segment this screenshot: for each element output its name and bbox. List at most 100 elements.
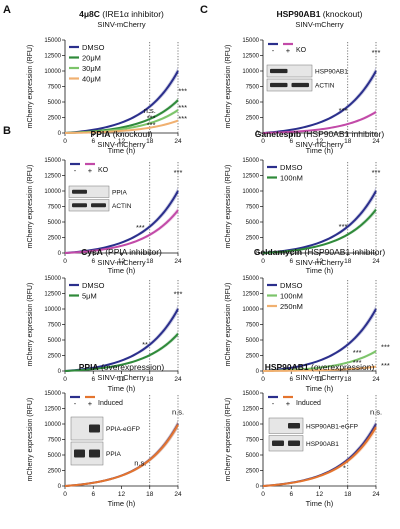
significance-label: *** <box>147 120 156 129</box>
series-band-0 <box>65 304 178 371</box>
blot-label: HSP90AB1-eGFP <box>306 423 358 430</box>
series-line-1 <box>262 208 377 254</box>
x-tick-label: 6 <box>289 138 293 145</box>
chart-subtitle: SINV-mCherry <box>295 373 344 382</box>
legend-label: + <box>88 399 93 408</box>
significance-label: *** <box>339 222 348 231</box>
y-tick-label: 15000 <box>242 158 259 164</box>
blot-band <box>270 82 288 88</box>
significance-label: *** <box>136 223 145 232</box>
y-tick-label: 2500 <box>246 354 260 360</box>
x-axis-label: Time (h) <box>108 499 136 508</box>
x-axis-label: Time (h) <box>306 266 334 275</box>
y-tick-label: 0 <box>256 484 260 490</box>
y-tick-label: 12500 <box>44 54 61 60</box>
chart-c2: Ganetespib (HSP90AB1 inhibitor)SINV-mChe… <box>225 129 384 275</box>
chart-title: HSP90AB1 (knockout) <box>277 9 363 19</box>
y-tick-label: 12500 <box>44 174 61 180</box>
x-axis-label: Time (h) <box>108 384 136 393</box>
blot-band <box>89 424 100 433</box>
y-axis-label: mCherry expression (RFU) <box>225 283 232 367</box>
x-tick-label: 24 <box>174 258 182 265</box>
blot-frame <box>68 199 110 212</box>
x-tick-label: 6 <box>91 491 95 498</box>
significance-label: ** <box>142 340 148 349</box>
chart-subtitle: SINV-mCherry <box>97 373 146 382</box>
blot-label: HSP90AB1 <box>315 69 348 76</box>
x-tick-label: 6 <box>289 376 293 383</box>
blot-label: ACTIN <box>112 203 132 210</box>
y-tick-label: 10000 <box>44 422 61 428</box>
series-band-1 <box>263 423 376 486</box>
y-tick-label: 10000 <box>44 69 61 75</box>
y-axis-label: mCherry expression (RFU) <box>225 45 232 129</box>
y-tick-label: 2500 <box>48 469 62 475</box>
y-tick-label: 7500 <box>246 85 260 91</box>
series-band-0 <box>263 66 376 133</box>
chart-subtitle: SINV-mCherry <box>295 140 344 149</box>
y-tick-label: 12500 <box>242 54 259 60</box>
blot-label: PPIA <box>112 189 127 196</box>
y-tick-label: 2500 <box>48 236 62 242</box>
y-tick-label: 15000 <box>44 158 61 164</box>
chart-c1: C HSP90AB1 (knockout)SINV-mCherry02500500… <box>200 4 380 155</box>
x-tick-label: 24 <box>372 491 380 498</box>
y-tick-label: 7500 <box>48 438 62 444</box>
x-axis-label: Time (h) <box>306 384 334 393</box>
y-tick-label: 5000 <box>48 100 62 106</box>
significance-label: *** <box>174 290 183 299</box>
y-tick-label: 2500 <box>246 469 260 475</box>
legend-label: 100nM <box>280 291 303 300</box>
x-axis-label: Time (h) <box>108 146 136 155</box>
blot-band <box>270 68 288 74</box>
legend-label: DMSO <box>280 163 303 172</box>
y-tick-label: 15000 <box>242 391 259 397</box>
y-axis-label: mCherry expression (RFU) <box>225 165 232 249</box>
series-line-2 <box>262 365 377 372</box>
legend-label: KO <box>98 167 109 174</box>
blot-label: PPIA <box>106 451 121 458</box>
significance-label: *** <box>353 358 362 367</box>
legend-label: + <box>286 46 291 55</box>
series-line-3 <box>64 119 179 134</box>
y-tick-label: 15000 <box>242 276 259 282</box>
x-tick-label: 24 <box>372 258 380 265</box>
y-tick-label: 10000 <box>44 307 61 313</box>
chart-subtitle: SINV-mCherry <box>97 258 146 267</box>
legend-label: Induced <box>98 400 123 407</box>
blot-frame <box>266 78 313 92</box>
blot-frame <box>70 441 104 466</box>
blot-frame <box>268 435 304 452</box>
x-tick-label: 12 <box>118 491 126 498</box>
series-band-1 <box>65 207 178 253</box>
x-tick-label: 18 <box>146 376 154 383</box>
x-tick-label: 18 <box>344 258 352 265</box>
chart-subtitle: SINV-mCherry <box>295 20 344 29</box>
legend-label: - <box>272 399 275 408</box>
y-tick-label: 5000 <box>246 100 260 106</box>
y-axis-label: mCherry expression (RFU) <box>27 398 34 482</box>
series-band-1 <box>65 420 178 486</box>
chart-b2: CysA (PPIA inhibitor)SINV-mCherry0250050… <box>27 247 182 393</box>
y-tick-label: 10000 <box>44 189 61 195</box>
y-tick-label: 7500 <box>48 205 62 211</box>
y-tick-label: 2500 <box>48 354 62 360</box>
panel-letter: C <box>200 4 208 16</box>
blot-band <box>288 423 300 429</box>
blot-frame <box>68 185 110 198</box>
x-tick-label: 12 <box>118 258 126 265</box>
significance-label: *** <box>353 348 362 357</box>
x-tick-label: 12 <box>118 376 126 383</box>
x-axis-label: Time (h) <box>306 499 334 508</box>
legend-label: DMSO <box>82 43 105 52</box>
chart-title: Geldamycin (HSP90AB1 inhibitor) <box>254 247 386 257</box>
legend-label: 250nM <box>280 302 303 311</box>
legend-label: - <box>272 46 275 55</box>
significance-label: *** <box>381 342 390 351</box>
legend-label: 20μM <box>82 53 101 62</box>
chart-subtitle: SINV-mCherry <box>295 258 344 267</box>
series-band-0 <box>263 304 376 371</box>
x-tick-label: 6 <box>91 138 95 145</box>
significance-label: *** <box>178 103 187 112</box>
